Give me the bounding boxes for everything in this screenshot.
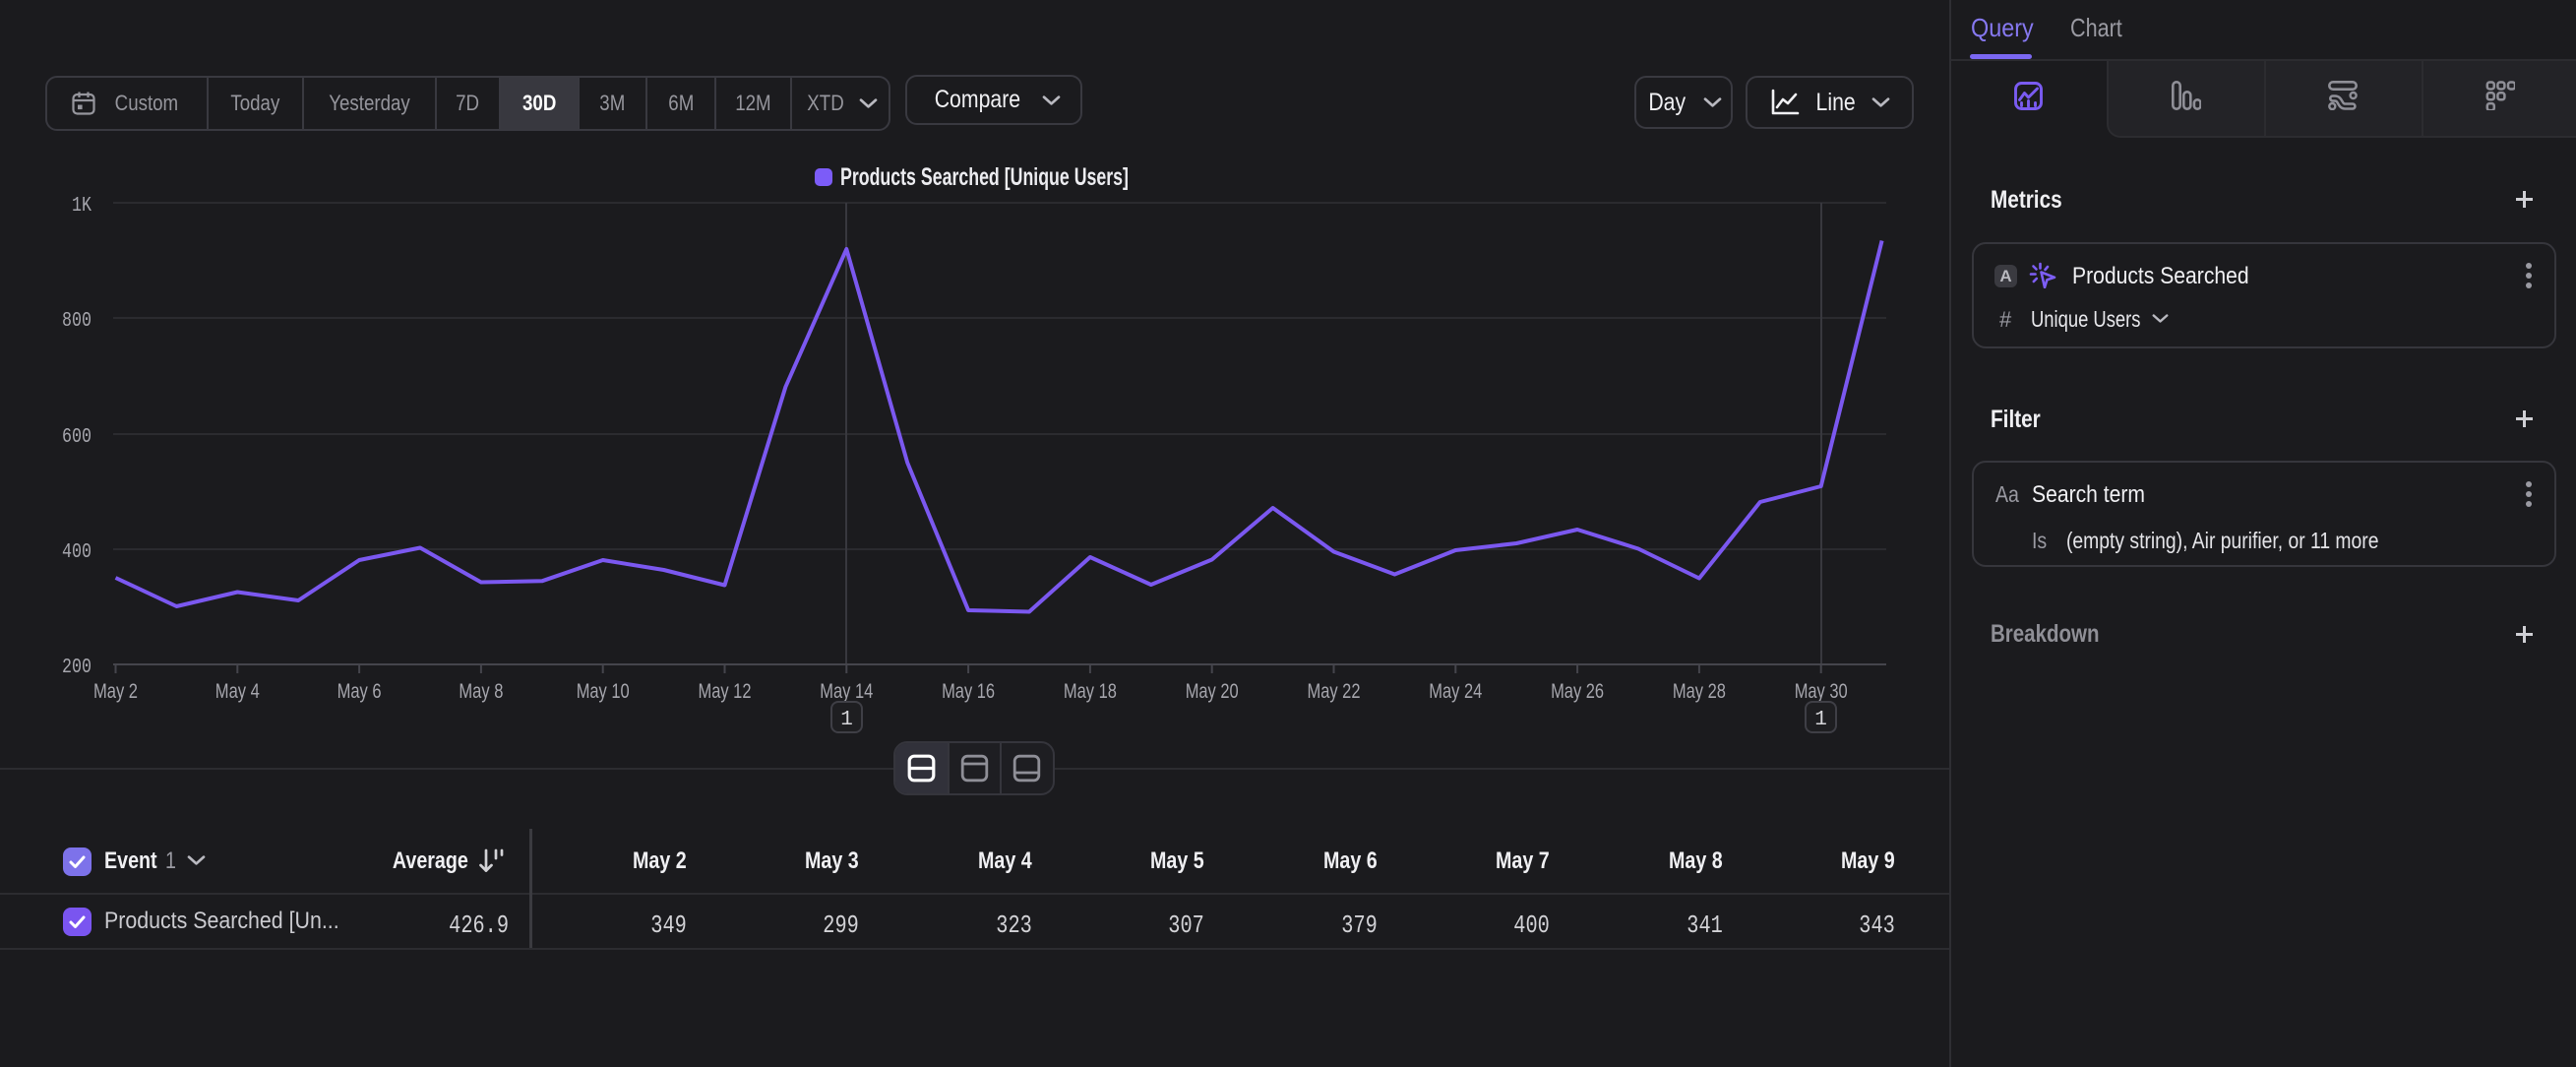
svg-text:May 6: May 6 xyxy=(337,680,382,703)
svg-text:May 16: May 16 xyxy=(942,680,995,703)
svg-text:May 8: May 8 xyxy=(459,680,503,703)
svg-text:May 4: May 4 xyxy=(215,680,260,703)
svg-text:May 18: May 18 xyxy=(1064,680,1117,703)
svg-text:1K: 1K xyxy=(72,195,92,218)
svg-text:May 24: May 24 xyxy=(1429,680,1482,703)
svg-text:May 28: May 28 xyxy=(1673,680,1726,703)
svg-text:May 12: May 12 xyxy=(699,680,752,703)
svg-text:May 30: May 30 xyxy=(1795,680,1848,703)
svg-text:600: 600 xyxy=(62,426,92,449)
svg-text:May 20: May 20 xyxy=(1186,680,1239,703)
svg-text:400: 400 xyxy=(62,541,92,564)
svg-text:May 14: May 14 xyxy=(820,680,873,703)
svg-text:May 10: May 10 xyxy=(577,680,630,703)
svg-text:May 26: May 26 xyxy=(1551,680,1604,703)
svg-text:800: 800 xyxy=(62,310,92,333)
svg-text:1: 1 xyxy=(1814,709,1827,731)
svg-text:200: 200 xyxy=(62,657,92,679)
svg-text:1: 1 xyxy=(840,709,853,731)
svg-text:May 22: May 22 xyxy=(1308,680,1361,703)
svg-text:May 2: May 2 xyxy=(93,680,138,703)
